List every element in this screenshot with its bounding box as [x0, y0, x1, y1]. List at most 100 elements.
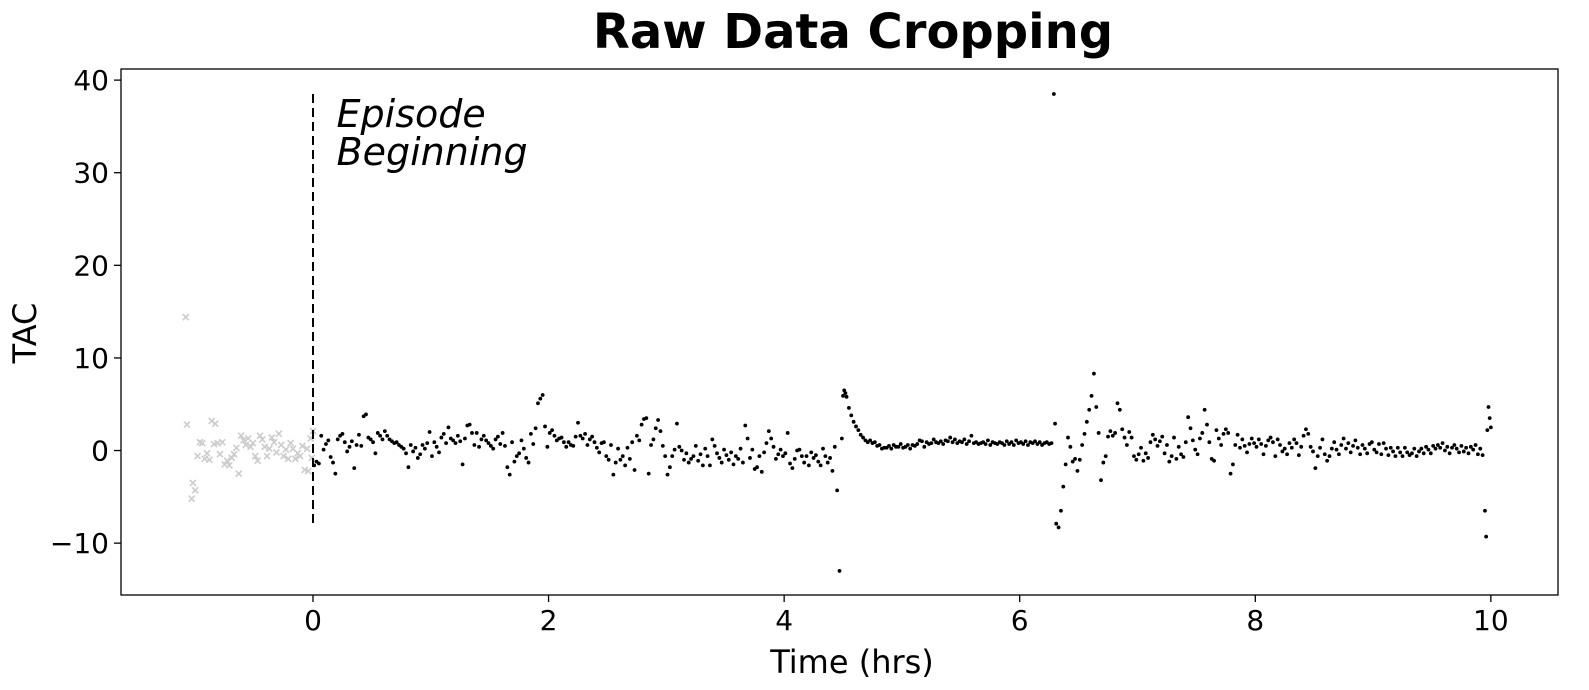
data-point: [1438, 445, 1443, 450]
data-point: [1273, 454, 1278, 458]
data-point: [635, 433, 639, 438]
data-point: [477, 444, 481, 449]
data-point: [578, 433, 583, 438]
data-point: [1172, 435, 1176, 440]
data-point: [1198, 436, 1202, 441]
data-point: [764, 441, 769, 446]
data-point: [750, 447, 755, 452]
data-point: [799, 454, 804, 458]
data-point: [1395, 445, 1400, 450]
data-point: [463, 436, 467, 441]
data-point: [741, 460, 745, 465]
x-axis-ticks: 0 2 4 6 8 10: [304, 595, 1509, 637]
data-point: [496, 434, 500, 439]
cropped-point: [249, 439, 257, 447]
data-point: [368, 437, 373, 442]
data-point: [458, 439, 463, 444]
data-point: [528, 431, 533, 436]
data-point: [1461, 449, 1466, 454]
data-point: [1419, 446, 1424, 451]
data-point: [679, 448, 684, 453]
x-tick-label: 4: [775, 604, 793, 637]
data-point: [1033, 439, 1037, 444]
data-point: [1146, 456, 1151, 460]
data-point: [792, 456, 797, 461]
data-point: [1372, 447, 1377, 452]
data-point: [1115, 401, 1120, 406]
data-point: [1256, 437, 1261, 442]
data-point: [872, 440, 877, 445]
data-point: [887, 444, 891, 448]
data-point: [823, 454, 828, 458]
data-point: [1214, 428, 1219, 433]
data-point: [953, 437, 957, 442]
data-point: [594, 445, 599, 450]
data-point: [1231, 462, 1235, 467]
data-point: [1200, 431, 1205, 435]
data-point: [1049, 441, 1054, 446]
data-point: [1344, 446, 1348, 451]
data-point: [665, 472, 670, 477]
data-point: [1087, 407, 1092, 412]
data-point: [1254, 444, 1259, 449]
data-point: [854, 424, 858, 429]
data-point: [743, 423, 748, 428]
data-point: [316, 461, 321, 466]
data-point: [590, 434, 595, 439]
data-point: [1263, 444, 1268, 448]
y-tick-label: 10: [73, 342, 109, 375]
data-point: [606, 457, 611, 462]
data-point: [1285, 452, 1289, 457]
data-point: [1157, 439, 1162, 444]
data-point: [736, 456, 741, 461]
data-point: [1223, 427, 1228, 432]
data-point: [382, 429, 387, 433]
data-point: [781, 454, 785, 458]
data-point: [500, 431, 505, 435]
data-point: [1400, 454, 1405, 458]
data-point: [1334, 447, 1339, 452]
data-point: [915, 442, 920, 446]
data-point: [573, 434, 578, 439]
data-point: [1068, 444, 1073, 449]
data-point: [773, 456, 778, 461]
data-point: [703, 446, 708, 451]
data-point: [1402, 445, 1407, 450]
cropped-point: [205, 456, 213, 464]
data-point: [1466, 451, 1471, 456]
data-point: [762, 450, 767, 455]
data-point: [670, 454, 675, 458]
data-point: [1113, 431, 1118, 435]
data-point: [1484, 534, 1489, 539]
data-point: [632, 468, 637, 472]
cropped-point: [298, 442, 306, 450]
data-point: [1167, 459, 1172, 464]
data-point: [1313, 466, 1318, 471]
data-point: [1351, 444, 1355, 448]
data-point: [1341, 436, 1346, 441]
data-point: [1207, 440, 1212, 445]
data-point: [1023, 439, 1028, 444]
data-point: [835, 488, 840, 493]
data-point: [552, 433, 557, 438]
data-point: [1311, 449, 1315, 454]
data-point: [1228, 471, 1233, 476]
data-point: [576, 420, 580, 425]
data-point: [616, 446, 620, 451]
data-point: [858, 432, 863, 437]
data-point: [561, 440, 566, 445]
data-point: [731, 462, 736, 467]
y-tick-label: 20: [73, 249, 109, 282]
data-point: [1011, 443, 1016, 447]
data-point: [1186, 415, 1191, 420]
data-point: [778, 447, 783, 452]
data-point: [1238, 445, 1242, 450]
data-point: [345, 449, 350, 454]
data-point: [533, 426, 538, 431]
data-point: [755, 465, 759, 470]
data-point: [675, 421, 679, 426]
data-point: [1322, 452, 1327, 457]
data-point: [550, 428, 554, 433]
data-point: [1483, 508, 1487, 513]
data-point: [1318, 445, 1322, 450]
